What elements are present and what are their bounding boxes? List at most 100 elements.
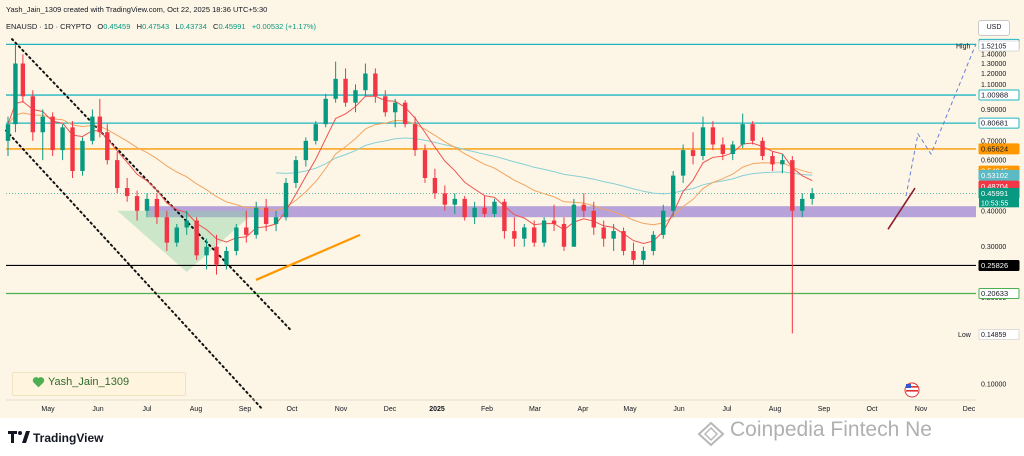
candle-body — [780, 160, 785, 165]
candle-body — [541, 220, 547, 243]
candle-body — [522, 227, 527, 239]
high-label: High — [956, 44, 971, 51]
candle-body — [303, 140, 309, 161]
candle-body — [561, 223, 567, 247]
candle-body — [254, 207, 259, 235]
candle-body — [571, 204, 577, 247]
candle-body — [214, 246, 219, 265]
candle-body — [164, 217, 170, 243]
candle-body — [750, 124, 755, 141]
candle-body — [700, 127, 706, 157]
level-tag-3 — [978, 143, 1020, 155]
high-label: H — [136, 22, 143, 31]
symbol-ohlc-legend: ENAUSD · 1D · CRYPTO O0.45459 H0.47543 L… — [6, 22, 316, 31]
candle-body — [641, 250, 646, 260]
price-tag-2-text: 0.48704 — [981, 182, 1008, 191]
flag-icon-stripe — [906, 386, 918, 388]
candle-body — [20, 63, 26, 97]
candle-body — [492, 201, 497, 214]
triangle-pattern — [117, 210, 257, 273]
candle-body — [730, 144, 735, 155]
candle-body — [670, 175, 676, 211]
low-label: L — [175, 22, 180, 31]
price-tag-1 — [978, 169, 1020, 181]
candle-body — [472, 207, 477, 218]
countdown-text: 10:53:55 — [981, 200, 1008, 207]
close-label: C — [213, 22, 219, 31]
candle-body — [680, 150, 686, 176]
candle-body — [70, 127, 75, 171]
candle-body — [581, 204, 587, 211]
candle-body — [432, 178, 438, 194]
candle-body — [333, 78, 338, 99]
candle-body — [601, 227, 606, 239]
candle-body — [611, 231, 616, 239]
candle-body — [482, 207, 487, 214]
candle-body — [452, 198, 457, 205]
x-tick-label: Dec — [963, 406, 976, 413]
x-tick-label: Oct — [287, 406, 298, 413]
candle-body — [115, 160, 120, 189]
y-tick-label: 1.20000 — [981, 71, 1006, 78]
countdown-tag — [979, 198, 1019, 208]
candle-body — [90, 116, 95, 141]
candle-body — [97, 116, 103, 133]
y-tick-label: 0.10000 — [981, 382, 1006, 389]
level-tag-2-text: 0.80681 — [981, 119, 1008, 128]
currency-button[interactable]: USD — [978, 20, 1010, 36]
candle-body — [412, 124, 418, 151]
candle-body — [551, 220, 557, 224]
candle-body — [393, 102, 398, 113]
heart-icon — [32, 377, 45, 388]
candle-body — [283, 182, 289, 218]
candle-body — [422, 150, 428, 179]
x-tick-label: Nov — [915, 406, 928, 413]
x-tick-label: May — [623, 406, 637, 413]
price-tag-1-text: 0.53102 — [981, 171, 1008, 180]
candle-body — [343, 78, 348, 103]
candle-body — [154, 198, 160, 218]
level-tag-3-text: 0.65624 — [981, 145, 1008, 154]
candle-body — [204, 246, 209, 256]
low-label: Low — [958, 332, 972, 339]
tradingview-logo-icon — [8, 431, 30, 443]
symbol-name[interactable]: ENAUSD · 1D · CRYPTO — [6, 22, 92, 31]
candle-body — [50, 116, 55, 151]
candle-body — [124, 188, 130, 197]
price-chart[interactable]: May Jun Jul Aug Sep Oct Nov Dec 2025 Feb Mar Apr May… — [0, 0, 1024, 418]
candle-body — [273, 217, 279, 224]
x-tick-label: May — [41, 406, 55, 413]
open-value: 0.45459 — [103, 22, 131, 31]
coinpedia-watermark: Coinpedia Fintech Ne — [730, 418, 932, 441]
y-tick-label: 0.40000 — [981, 208, 1006, 215]
watermark-box — [12, 372, 186, 396]
candle-body — [174, 227, 179, 243]
candle-body — [40, 116, 45, 133]
candle-body — [591, 210, 596, 228]
candle-body — [313, 124, 318, 141]
close-value: 0.45991 — [218, 22, 246, 31]
y-tick-label: 0.70000 — [981, 138, 1006, 145]
flag-icon-stripe — [906, 390, 918, 392]
candle-body — [710, 127, 716, 145]
tradingview-logo-text[interactable]: TradingView — [33, 431, 104, 445]
x-tick-label: Jul — [723, 406, 732, 413]
x-tick-label: Oct — [867, 406, 878, 413]
x-tick-label: 2025 — [429, 406, 445, 413]
candle-body — [661, 210, 666, 235]
projection-path — [905, 43, 977, 197]
low-value: 0.14859 — [981, 332, 1006, 339]
channel-lower-line — [5, 129, 263, 410]
x-tick-label: Sep — [239, 406, 252, 413]
level-tag-1-text: 1.00988 — [981, 91, 1008, 100]
y-tick-label: 1.30000 — [981, 61, 1006, 68]
candle-body — [30, 96, 36, 133]
level-tag-4 — [978, 259, 1020, 271]
candle-body — [194, 220, 199, 256]
ma-long-line — [276, 137, 813, 195]
candle-body — [690, 150, 696, 157]
level-tag-1 — [978, 89, 1020, 101]
candle-body — [383, 96, 388, 113]
candle-body — [60, 127, 65, 151]
candle-body — [13, 63, 18, 125]
